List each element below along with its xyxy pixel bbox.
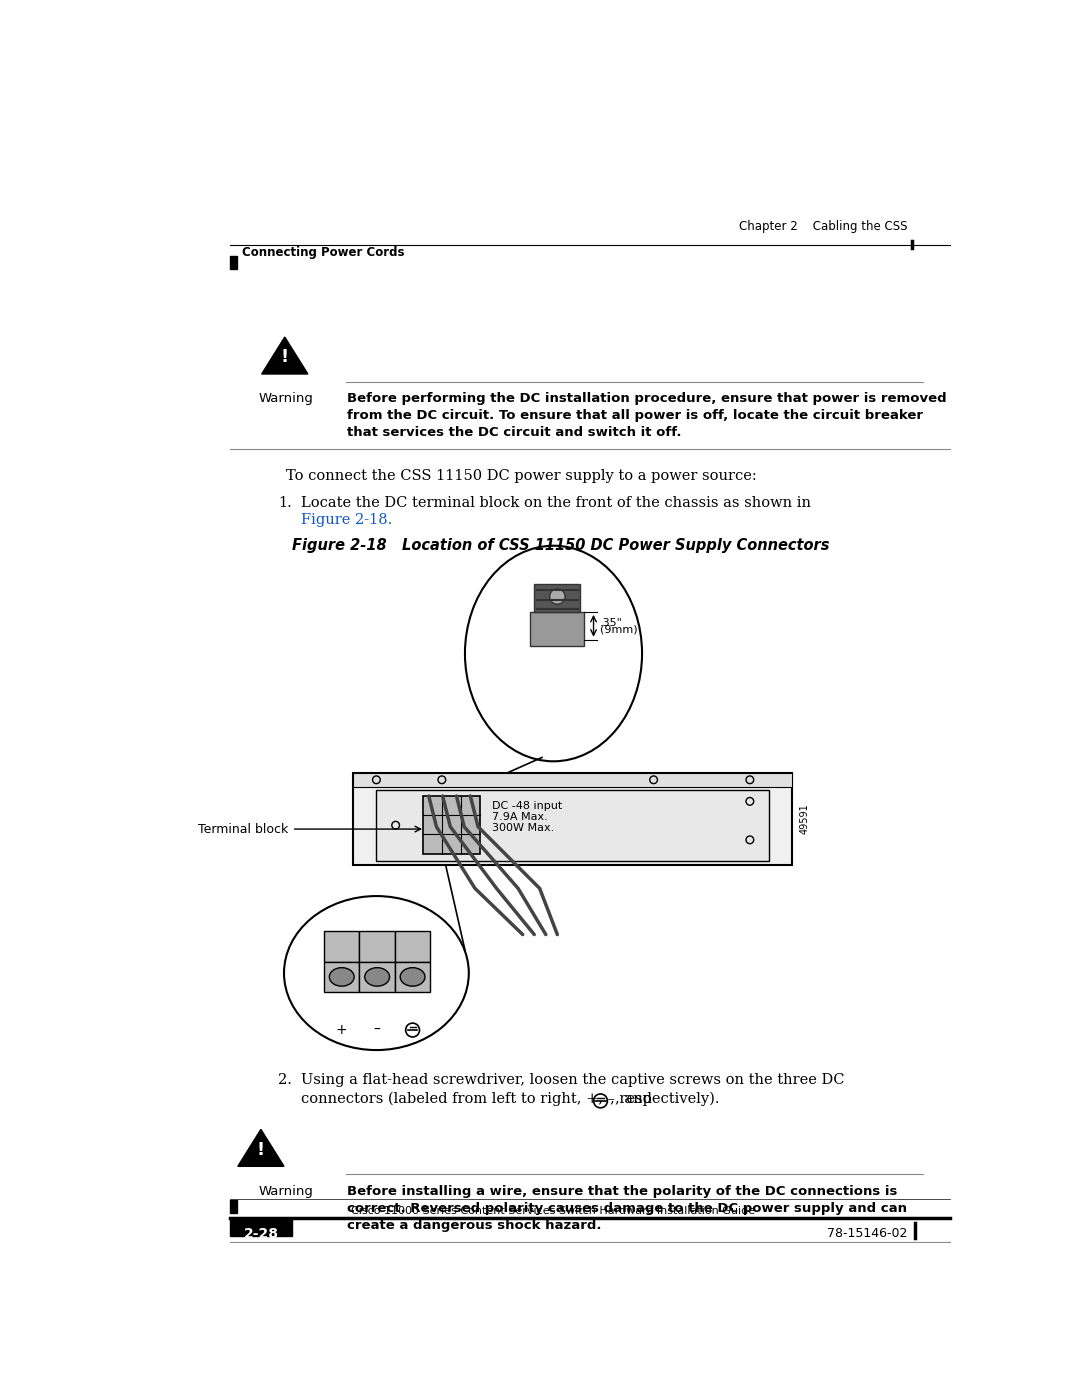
Text: Figure 2-18   Location of CSS 11150 DC Power Supply Connectors: Figure 2-18 Location of CSS 11150 DC Pow… — [292, 538, 829, 553]
Text: 2-28: 2-28 — [243, 1227, 279, 1241]
Polygon shape — [238, 1129, 284, 1166]
Bar — [230, 1200, 237, 1214]
Bar — [353, 773, 793, 787]
Bar — [360, 961, 395, 992]
Text: !: ! — [257, 1141, 265, 1158]
Bar — [395, 961, 430, 992]
Text: 49591: 49591 — [800, 803, 810, 834]
Text: .35": .35" — [599, 617, 622, 629]
Bar — [530, 612, 584, 645]
Text: that services the DC circuit and switch it off.: that services the DC circuit and switch … — [347, 426, 681, 440]
Text: Terminal block: Terminal block — [198, 823, 288, 835]
Bar — [395, 930, 430, 961]
Bar — [377, 789, 769, 861]
Text: connectors (labeled from left to right, +, –, and: connectors (labeled from left to right, … — [301, 1091, 657, 1106]
Text: Cisco 11000 Series Content Services Switch Hardware Installation Guide: Cisco 11000 Series Content Services Swit… — [351, 1206, 756, 1215]
Text: 1.: 1. — [278, 496, 292, 510]
Polygon shape — [261, 337, 308, 374]
Text: 7.9A Max.: 7.9A Max. — [491, 812, 548, 821]
Text: Connecting Power Cords: Connecting Power Cords — [242, 246, 405, 260]
Bar — [324, 961, 360, 992]
Text: Warning: Warning — [258, 393, 313, 405]
Circle shape — [550, 588, 565, 605]
Ellipse shape — [284, 895, 469, 1051]
Text: (9mm): (9mm) — [599, 624, 637, 636]
Bar — [230, 256, 237, 270]
Text: 2.: 2. — [278, 1073, 292, 1087]
Text: Using a flat-head screwdriver, loosen the captive screws on the three DC: Using a flat-head screwdriver, loosen th… — [301, 1073, 845, 1087]
Text: Locate the DC terminal block on the front of the chassis as shown in: Locate the DC terminal block on the fron… — [301, 496, 811, 510]
Bar — [422, 796, 481, 855]
Text: create a dangerous shock hazard.: create a dangerous shock hazard. — [347, 1218, 602, 1232]
Bar — [353, 773, 793, 865]
Text: Figure 2-18.: Figure 2-18. — [301, 513, 392, 527]
Text: from the DC circuit. To ensure that all power is off, locate the circuit breaker: from the DC circuit. To ensure that all … — [347, 409, 923, 422]
Bar — [230, 1218, 292, 1236]
Text: correct. Reversed polarity causes damage to the DC power supply and can: correct. Reversed polarity causes damage… — [347, 1201, 907, 1215]
Bar — [324, 930, 360, 961]
Ellipse shape — [401, 968, 426, 986]
Text: Warning: Warning — [258, 1185, 313, 1197]
Text: Chapter 2    Cabling the CSS: Chapter 2 Cabling the CSS — [739, 221, 907, 233]
Text: To connect the CSS 11150 DC power supply to a power source:: To connect the CSS 11150 DC power supply… — [285, 469, 756, 483]
Ellipse shape — [365, 968, 390, 986]
Text: 300W Max.: 300W Max. — [491, 823, 554, 833]
Text: –: – — [374, 1023, 380, 1037]
Bar — [535, 584, 580, 612]
Text: DC -48 input: DC -48 input — [491, 802, 563, 812]
Text: Before performing the DC installation procedure, ensure that power is removed: Before performing the DC installation pr… — [347, 393, 947, 405]
Bar — [360, 930, 395, 961]
Text: 78-15146-02: 78-15146-02 — [827, 1227, 907, 1241]
Text: !: ! — [281, 348, 288, 366]
Text: , respectively).: , respectively). — [610, 1091, 720, 1106]
Text: +: + — [336, 1023, 348, 1037]
Text: Before installing a wire, ensure that the polarity of the DC connections is: Before installing a wire, ensure that th… — [347, 1185, 897, 1197]
Ellipse shape — [465, 546, 642, 761]
Ellipse shape — [329, 968, 354, 986]
